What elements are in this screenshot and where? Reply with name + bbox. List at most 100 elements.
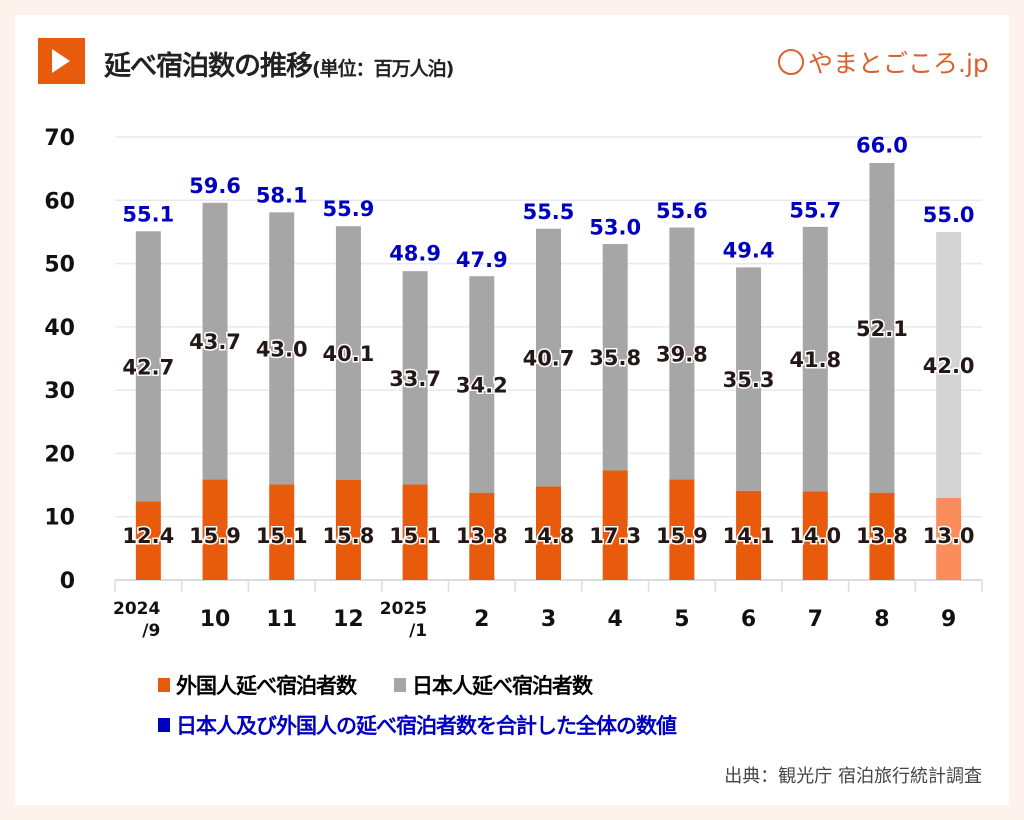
bar-foreign (869, 492, 895, 580)
legend-foreign: 外国人延べ宿泊者数 (176, 674, 357, 698)
bar-foreign (802, 491, 828, 580)
data-label-total: 55.7 (789, 198, 841, 222)
data-label-foreign: 17.3 (589, 524, 641, 548)
data-label-japanese: 39.8 (656, 342, 708, 366)
bar-japanese (936, 231, 962, 498)
y-tick-label: 70 (44, 126, 75, 151)
x-tick-label: 2025 (380, 599, 427, 619)
legend-row-2: 日本人及び外国人の延べ宿泊者数を合計した全体の数値 (158, 710, 677, 740)
chart-card (15, 15, 1009, 805)
legend-total: 日本人及び外国人の延べ宿泊者数を合計した全体の数値 (176, 714, 677, 738)
bar-japanese (602, 243, 628, 471)
bar-foreign (402, 484, 428, 580)
bar-japanese (135, 231, 161, 502)
y-tick-label: 60 (44, 189, 75, 214)
data-label-japanese: 42.0 (923, 354, 975, 378)
x-tick-label: 7 (808, 607, 823, 632)
data-label-total: 53.0 (589, 216, 641, 240)
y-tick-label: 50 (44, 253, 75, 278)
bar-foreign (536, 486, 561, 580)
data-label-japanese: 35.3 (723, 368, 775, 392)
logo-text: やまとごころ.jp (808, 49, 989, 78)
data-label-foreign: 14.8 (523, 524, 575, 548)
x-tick-label: 9 (941, 607, 956, 632)
bar-japanese (469, 276, 495, 493)
bar-foreign (936, 497, 962, 580)
title-text: 延べ宿泊数の推移 (104, 51, 313, 82)
title-unit: (単位：百万人泊) (312, 58, 454, 80)
data-label-foreign: 13.8 (456, 524, 508, 548)
data-label-foreign: 12.4 (122, 524, 174, 548)
x-tick-label: 2024 (113, 599, 160, 619)
legend-japanese: 日本人延べ宿泊者数 (412, 674, 593, 698)
logo-icon (778, 49, 804, 75)
data-label-foreign: 15.8 (323, 524, 375, 548)
bar-foreign (469, 492, 495, 580)
data-label-japanese: 40.1 (323, 342, 375, 366)
bar-japanese (536, 228, 561, 487)
bar-foreign (669, 479, 695, 580)
data-label-total: 66.0 (856, 133, 908, 157)
x-tick-label: /9 (142, 621, 160, 641)
data-label-japanese: 52.1 (856, 317, 908, 341)
data-label-total: 55.9 (323, 197, 375, 221)
y-tick-label: 30 (44, 379, 75, 404)
data-label-total: 55.0 (923, 203, 975, 227)
data-label-total: 47.9 (456, 248, 508, 272)
y-tick-label: 0 (60, 569, 75, 594)
bar-foreign (335, 480, 361, 580)
bar-foreign (602, 470, 628, 580)
bar-japanese (202, 202, 228, 480)
data-label-foreign: 14.1 (723, 524, 775, 548)
bar-foreign (135, 501, 161, 580)
x-tick-label: 11 (266, 607, 297, 632)
bar-japanese (802, 226, 828, 492)
legend-swatch-foreign (158, 678, 170, 692)
bar-foreign (202, 479, 228, 580)
data-label-japanese: 43.0 (256, 337, 308, 361)
bar-foreign (269, 484, 295, 580)
data-label-total: 58.1 (256, 183, 308, 207)
data-label-foreign: 15.9 (189, 524, 241, 548)
data-label-foreign: 13.8 (856, 524, 908, 548)
source-note: 出典：観光庁 宿泊旅行統計調査 (724, 766, 982, 787)
y-tick-label: 10 (44, 506, 75, 531)
x-tick-label: 2 (474, 607, 489, 632)
x-tick-label: 3 (541, 607, 556, 632)
data-label-japanese: 35.8 (589, 346, 641, 370)
x-tick-label: 8 (874, 607, 889, 632)
x-tick-label: /1 (409, 621, 427, 641)
x-tick-label: 10 (200, 607, 231, 632)
bar-foreign (736, 490, 762, 580)
data-label-foreign: 13.0 (923, 524, 975, 548)
bar-japanese (269, 212, 295, 485)
bar-japanese (736, 267, 762, 491)
data-label-japanese: 41.8 (789, 348, 841, 372)
data-label-total: 48.9 (389, 242, 441, 266)
bar-japanese (335, 226, 361, 481)
y-tick-label: 40 (44, 316, 75, 341)
y-tick-label: 20 (44, 442, 75, 467)
x-tick-label: 5 (674, 607, 689, 632)
data-label-total: 49.4 (723, 238, 775, 262)
data-label-japanese: 40.7 (523, 347, 575, 371)
legend-swatch-japanese (394, 678, 406, 692)
data-label-foreign: 15.9 (656, 524, 708, 548)
bar-japanese (869, 162, 895, 493)
bar-japanese (402, 271, 428, 485)
data-label-total: 55.5 (523, 200, 575, 224)
legend-swatch-total (158, 718, 170, 732)
x-tick-label: 6 (741, 607, 756, 632)
bar-japanese (669, 227, 695, 480)
legend-row-1: 外国人延べ宿泊者数 日本人延べ宿泊者数 (158, 670, 593, 700)
play-icon (38, 38, 85, 84)
data-label-foreign: 15.1 (256, 524, 308, 548)
data-label-japanese: 33.7 (389, 367, 441, 391)
data-label-total: 59.6 (189, 174, 241, 198)
data-label-japanese: 42.7 (122, 355, 174, 379)
x-tick-label: 4 (608, 607, 623, 632)
data-label-foreign: 15.1 (389, 524, 441, 548)
chart-title: 延べ宿泊数の推移(単位：百万人泊) (104, 44, 454, 83)
data-label-japanese: 34.2 (456, 373, 508, 397)
